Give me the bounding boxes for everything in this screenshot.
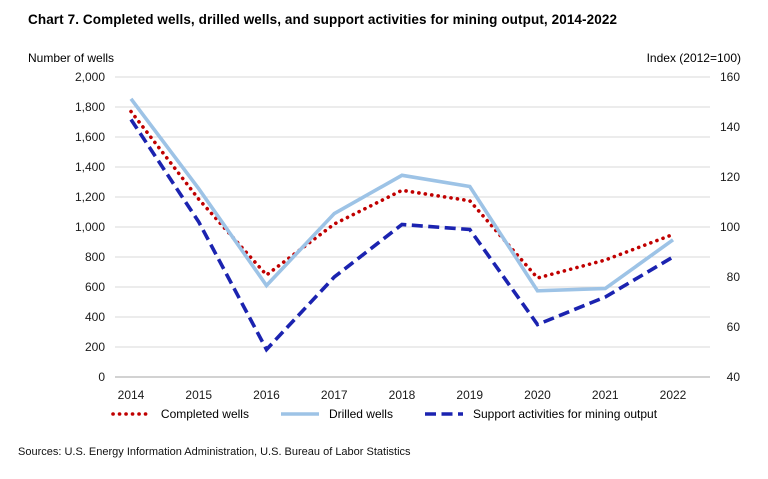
solid-line-swatch-icon bbox=[280, 412, 319, 416]
legend-label: Completed wells bbox=[160, 407, 249, 421]
x-axis-tick-label: 2020 bbox=[524, 388, 551, 402]
right-axis-tick-label: 60 bbox=[727, 320, 741, 334]
right-axis-tick-label: 100 bbox=[720, 220, 740, 234]
legend-item: Drilled wells bbox=[279, 407, 393, 421]
left-axis-caption: Number of wells bbox=[28, 51, 115, 65]
right-axis-caption: Index (2012=100) bbox=[646, 51, 741, 65]
x-axis-tick-label: 2016 bbox=[253, 388, 280, 402]
series-line-completed-wells bbox=[129, 109, 675, 281]
right-axis-tick-label: 120 bbox=[720, 170, 740, 184]
x-axis-tick-label: 2018 bbox=[389, 388, 416, 402]
left-axis-tick-label: 1,200 bbox=[75, 190, 105, 204]
x-axis-tick-label: 2019 bbox=[456, 388, 483, 402]
series-line-drilled-wells bbox=[129, 97, 675, 293]
left-axis-tick-label: 800 bbox=[85, 250, 105, 264]
dashed-line-swatch-icon bbox=[424, 412, 463, 416]
left-axis-tick-label: 600 bbox=[85, 280, 105, 294]
x-axis-tick-label: 2014 bbox=[118, 388, 145, 402]
sources-note: Sources: U.S. Energy Information Adminis… bbox=[18, 446, 411, 458]
legend-item: Support activities for mining output bbox=[423, 407, 657, 421]
x-axis-tick-label: 2022 bbox=[660, 388, 687, 402]
chart-title: Chart 7. Completed wells, drilled wells,… bbox=[28, 12, 618, 27]
left-axis-tick-label: 2,000 bbox=[75, 70, 105, 84]
dotted-line-swatch-icon bbox=[111, 412, 153, 416]
legend-label: Drilled wells bbox=[328, 407, 393, 421]
right-axis-tick-label: 140 bbox=[720, 120, 740, 134]
x-axis-tick-label: 2017 bbox=[321, 388, 348, 402]
legend-label: Support activities for mining output bbox=[472, 407, 658, 421]
legend-item: Completed wells bbox=[111, 407, 249, 421]
left-axis-tick-label: 1,800 bbox=[75, 100, 105, 114]
left-axis-tick-label: 400 bbox=[85, 310, 105, 324]
right-axis-tick-label: 160 bbox=[720, 70, 740, 84]
x-axis-tick-label: 2015 bbox=[185, 388, 212, 402]
left-axis-tick-label: 0 bbox=[98, 370, 105, 384]
x-axis-tick-label: 2021 bbox=[592, 388, 619, 402]
right-axis-tick-label: 80 bbox=[727, 270, 741, 284]
right-axis-tick-label: 40 bbox=[727, 370, 741, 384]
series-line-support-activities-for-mining-output bbox=[129, 118, 674, 353]
left-axis-tick-label: 1,400 bbox=[75, 160, 105, 174]
legend: Completed wells Drilled wells Support acti… bbox=[0, 407, 768, 421]
left-axis-tick-label: 1,600 bbox=[75, 130, 105, 144]
left-axis-tick-label: 1,000 bbox=[75, 220, 105, 234]
left-axis-tick-label: 200 bbox=[85, 340, 105, 354]
